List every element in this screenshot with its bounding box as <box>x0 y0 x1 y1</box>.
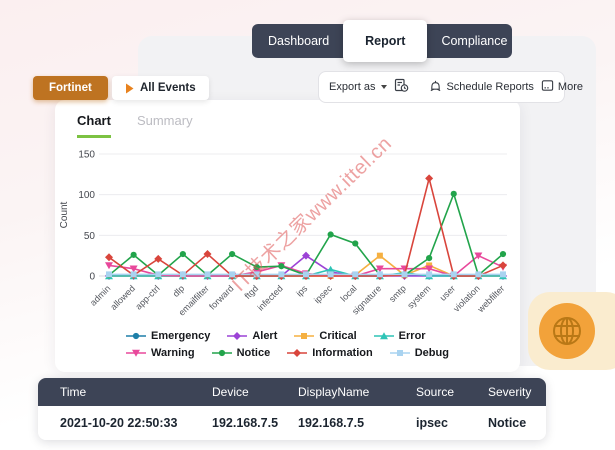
play-icon <box>126 83 134 93</box>
svg-text:Count: Count <box>59 201 70 228</box>
legend-item-critical[interactable]: Critical <box>293 330 357 342</box>
table-cell: 192.168.7.5 <box>298 416 365 430</box>
table-cell: ipsec <box>416 416 448 430</box>
events-table[interactable]: Time Device DisplayName Source Severity 2021… <box>38 378 546 440</box>
legend-marker-icon <box>373 332 394 340</box>
svg-text:150: 150 <box>78 150 95 161</box>
legend-marker-icon <box>294 333 315 339</box>
legend-item-alert[interactable]: Alert <box>226 330 277 342</box>
export-as-button[interactable]: Export as <box>329 81 388 93</box>
chart-card: Chart Summary 0 50 100 150 Count admin allowed… <box>55 100 520 372</box>
alarm-bell-icon <box>429 79 442 95</box>
column-header-displayname: DisplayName <box>298 385 370 399</box>
legend-item-information[interactable]: Information <box>286 347 373 359</box>
table-row[interactable]: 2021-10-20 22:50:33 192.168.7.5 192.168.7.… <box>38 406 546 440</box>
legend-marker-icon <box>287 349 308 357</box>
schedule-reports-label: Schedule Reports <box>446 81 534 93</box>
globe-button[interactable] <box>539 303 595 359</box>
report-toolbar: Export as Schedule Reports <box>318 71 583 103</box>
top-tab-compliance[interactable]: Compliance <box>441 34 508 48</box>
events-line-chart[interactable]: 0 50 100 150 Count admin allowed app-ctrl dlp ema… <box>55 138 520 328</box>
svg-text:ftgd: ftgd <box>242 283 260 301</box>
svg-text:local: local <box>339 283 359 303</box>
legend-item-emergency[interactable]: Emergency <box>125 330 210 342</box>
legend-marker-icon <box>211 349 232 357</box>
legend-item-warning[interactable]: Warning <box>125 347 195 359</box>
legend-marker-icon <box>227 332 248 340</box>
tab-summary[interactable]: Summary <box>136 113 193 128</box>
svg-text:infected: infected <box>255 283 284 312</box>
svg-text:forward: forward <box>207 283 235 311</box>
legend-marker-icon <box>389 350 410 356</box>
export-history-icon[interactable] <box>394 78 409 96</box>
globe-badge-background <box>528 292 615 370</box>
svg-text:ipsec: ipsec <box>312 283 334 305</box>
table-header: Time Device DisplayName Source Severity <box>38 378 546 406</box>
export-as-label: Export as <box>329 81 376 93</box>
chevron-down-icon <box>381 85 388 89</box>
legend-item-notice[interactable]: Notice <box>211 347 270 359</box>
svg-text:smtp: smtp <box>387 283 408 304</box>
vendor-fortinet-button[interactable]: Fortinet <box>33 76 108 100</box>
svg-text:100: 100 <box>78 190 95 201</box>
globe-icon <box>553 317 581 345</box>
tab-chart[interactable]: Chart <box>77 113 111 138</box>
chart-card-tabs: Chart Summary <box>55 100 520 138</box>
table-cell: Notice <box>488 416 527 430</box>
svg-text:app-ctrl: app-ctrl <box>133 283 161 311</box>
chart-legend: Emergency Alert Critical Error Warning N… <box>55 328 495 359</box>
table-cell: 2021-10-20 22:50:33 <box>60 416 178 430</box>
top-tab-report[interactable]: Report <box>343 20 428 62</box>
svg-text:50: 50 <box>84 231 96 242</box>
svg-text:system: system <box>405 283 432 310</box>
column-header-time: Time <box>60 385 87 399</box>
svg-text:dlp: dlp <box>171 283 187 299</box>
all-events-label: All Events <box>140 82 196 94</box>
legend-item-error[interactable]: Error <box>373 330 426 342</box>
column-header-device: Device <box>212 385 249 399</box>
svg-text:user: user <box>438 283 457 302</box>
svg-text:ips: ips <box>294 283 310 299</box>
column-header-severity: Severity <box>488 385 532 399</box>
more-button[interactable]: More <box>541 79 583 95</box>
legend-marker-icon <box>126 349 146 357</box>
column-header-source: Source <box>416 385 455 399</box>
svg-text:0: 0 <box>89 272 95 283</box>
table-body: 2021-10-20 22:50:33 192.168.7.5 192.168.7.… <box>38 406 546 440</box>
more-label: More <box>557 81 583 93</box>
table-cell: 192.168.7.5 <box>212 416 279 430</box>
legend-item-debug[interactable]: Debug <box>389 347 449 359</box>
svg-text:webfilter: webfilter <box>475 283 506 314</box>
more-panel-icon <box>541 79 554 95</box>
all-events-selector[interactable]: All Events <box>112 76 209 100</box>
schedule-reports-button[interactable]: Schedule Reports <box>429 79 534 95</box>
svg-text:allowed: allowed <box>108 283 137 312</box>
top-tab-bar: Dashboard Report Compliance <box>252 20 512 62</box>
legend-marker-icon <box>126 332 146 340</box>
top-tab-dashboard[interactable]: Dashboard <box>268 34 330 48</box>
